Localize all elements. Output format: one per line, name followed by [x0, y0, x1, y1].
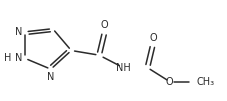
Text: O: O	[165, 77, 173, 87]
Text: N: N	[15, 53, 22, 63]
Text: N: N	[15, 27, 22, 37]
Text: O: O	[101, 20, 108, 30]
Text: CH₃: CH₃	[195, 77, 213, 87]
Text: O: O	[148, 33, 156, 43]
Text: N: N	[47, 72, 54, 82]
Text: NH: NH	[115, 63, 130, 73]
Text: H: H	[5, 53, 12, 63]
